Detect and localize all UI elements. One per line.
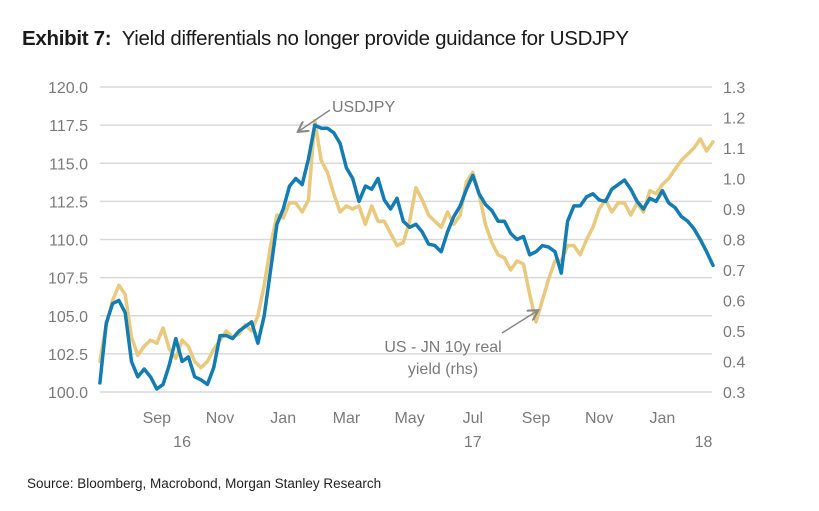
gridlines <box>100 86 712 393</box>
x-tick-label: May <box>394 410 424 427</box>
right-tick-label: 0.3 <box>723 385 745 402</box>
x-tick-label: Jul <box>463 410 483 427</box>
left-tick-label: 112.5 <box>49 194 88 211</box>
yield-annotation-line1: US - JN 10y real <box>384 339 501 356</box>
left-tick-label: 115.0 <box>49 156 88 173</box>
usdjpy-line <box>98 123 715 391</box>
right-tick-label: 0.9 <box>723 202 745 219</box>
left-tick-label: 120.0 <box>48 80 88 97</box>
left-tick-label: 110.0 <box>49 233 88 250</box>
right-tick-label: 0.5 <box>723 324 745 341</box>
left-tick-label: 117.5 <box>49 118 88 135</box>
usdjpy-annotation: USDJPY <box>332 99 395 116</box>
x-tick-label: Nov <box>206 410 234 427</box>
left-tick-label: 102.5 <box>48 347 88 364</box>
real-yield-diff-line <box>98 118 715 370</box>
x-axis: Sep Nov Jan Mar May Jul Sep Nov Jan 16 17 18 <box>143 410 713 451</box>
right-tick-label: 0.4 <box>723 355 745 372</box>
usdjpy-arrow <box>299 109 331 131</box>
left-axis: 120.0 117.5 115.0 112.5 110.0 107.5 105.0 102.5… <box>48 80 88 402</box>
left-tick-label: 100.0 <box>48 385 88 402</box>
source-note: Source: Bloomberg, Macrobond, Morgan Sta… <box>27 476 382 491</box>
left-tick-label: 107.5 <box>48 271 88 288</box>
right-tick-label: 1.3 <box>723 80 745 97</box>
year-label: 16 <box>173 434 191 451</box>
x-tick-label: Sep <box>143 410 172 427</box>
right-tick-label: 1.1 <box>723 141 745 158</box>
x-tick-label: Jan <box>650 410 676 427</box>
right-tick-label: 0.6 <box>723 294 745 311</box>
right-tick-label: 0.8 <box>723 233 745 250</box>
year-label: 17 <box>464 434 482 451</box>
exhibit-label: Exhibit 7: <box>22 27 112 50</box>
right-tick-label: 1.0 <box>723 172 745 189</box>
chart-title: Exhibit 7: Yield differentials no longer… <box>22 27 629 51</box>
title-text: Yield differentials no longer provide gu… <box>121 27 629 50</box>
right-tick-label: 1.2 <box>723 111 745 128</box>
right-axis: 1.3 1.2 1.1 1.0 0.9 0.8 0.7 0.6 0.5 0.4 0.3 <box>723 80 745 402</box>
annotations: USDJPY US - JN 10y real yield (rhs) <box>299 99 537 378</box>
x-tick-label: Nov <box>585 410 613 427</box>
series-lines <box>98 118 715 391</box>
yield-annotation-line2: yield (rhs) <box>408 361 478 378</box>
year-label: 18 <box>695 434 713 451</box>
yield-arrow <box>501 311 537 334</box>
x-tick-label: Mar <box>333 410 361 427</box>
left-tick-label: 105.0 <box>48 309 88 326</box>
right-tick-label: 0.7 <box>723 263 745 280</box>
x-tick-label: Sep <box>522 410 551 427</box>
x-tick-label: Jan <box>270 410 296 427</box>
